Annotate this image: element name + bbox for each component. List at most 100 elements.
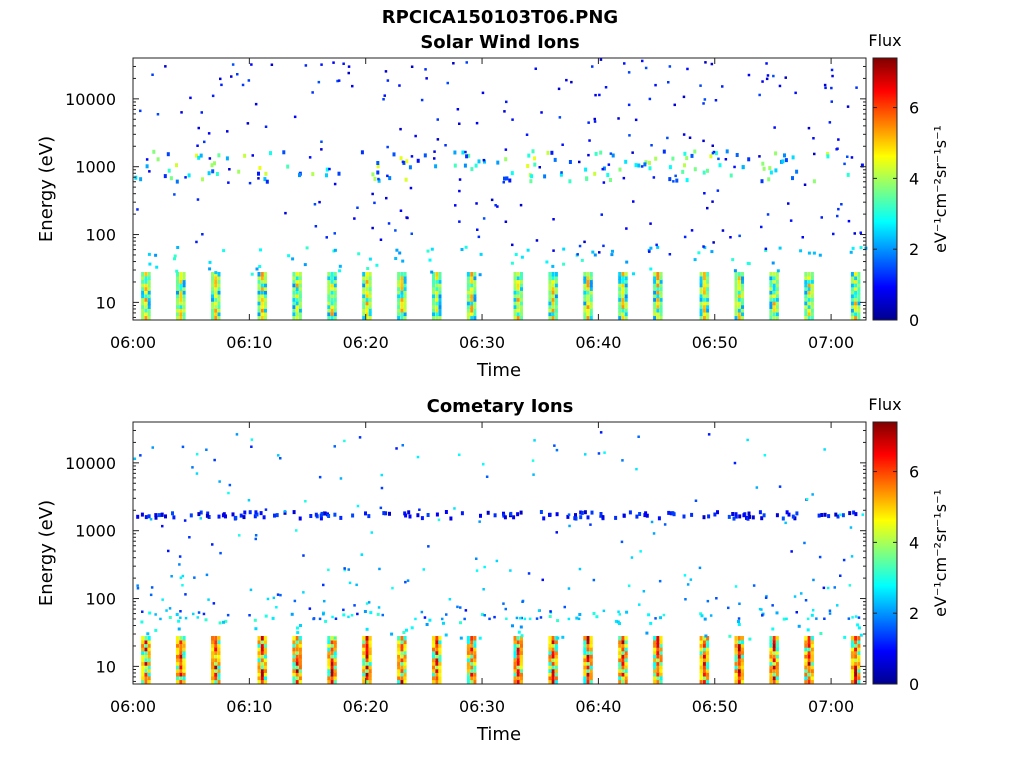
heatmap-cell bbox=[432, 286, 435, 291]
heatmap-cell bbox=[432, 272, 435, 277]
heatmap-cell bbox=[831, 74, 834, 78]
heatmap-cell bbox=[362, 661, 366, 666]
heatmap-cell bbox=[850, 675, 854, 681]
heatmap-cell bbox=[400, 639, 404, 645]
heatmap-cell bbox=[177, 619, 181, 623]
heatmap-cell bbox=[400, 286, 404, 291]
heatmap-cell bbox=[264, 643, 267, 648]
heatmap-cell bbox=[351, 84, 354, 88]
heatmap-cell bbox=[295, 282, 299, 288]
heatmap-cell bbox=[360, 553, 363, 556]
heatmap-cell bbox=[624, 272, 628, 277]
heatmap-cell bbox=[392, 152, 396, 157]
heatmap-cell bbox=[854, 297, 858, 302]
heatmap-cell bbox=[217, 679, 221, 684]
heatmap-cell bbox=[810, 286, 814, 291]
heatmap-cell bbox=[425, 77, 428, 80]
heatmap-cell bbox=[804, 672, 808, 677]
heatmap-cell bbox=[144, 636, 148, 641]
heatmap-cell bbox=[295, 300, 299, 306]
heatmap-cell bbox=[298, 286, 302, 291]
heatmap-cell bbox=[625, 260, 629, 264]
heatmap-cell bbox=[854, 300, 858, 306]
heatmap-cell bbox=[599, 431, 603, 434]
heatmap-cell bbox=[548, 297, 552, 302]
heatmap-cell bbox=[654, 617, 657, 620]
heatmap-cell bbox=[735, 153, 739, 157]
heatmap-cell bbox=[762, 513, 766, 518]
heatmap-cell bbox=[737, 279, 741, 284]
heatmap-cell bbox=[184, 176, 187, 179]
heatmap-cell bbox=[850, 156, 854, 159]
heatmap-cell bbox=[775, 290, 779, 295]
heatmap-cell bbox=[333, 654, 337, 659]
heatmap-cell bbox=[470, 661, 474, 666]
heatmap-cell bbox=[618, 293, 622, 299]
heatmap-cell bbox=[302, 554, 305, 557]
heatmap-cell bbox=[438, 661, 442, 666]
heatmap-cell bbox=[147, 668, 151, 673]
heatmap-cell bbox=[214, 297, 218, 302]
heatmap-cell bbox=[424, 68, 427, 71]
heatmap-cell bbox=[147, 308, 151, 313]
heatmap-cell bbox=[179, 272, 183, 277]
heatmap-cell bbox=[618, 297, 622, 302]
heatmap-cell bbox=[147, 311, 151, 317]
heatmap-cell bbox=[176, 246, 180, 249]
heatmap-cell bbox=[295, 661, 299, 666]
heatmap-cell bbox=[333, 315, 337, 320]
heatmap-cell bbox=[432, 672, 435, 677]
heatmap-cell bbox=[699, 84, 702, 87]
heatmap-cell bbox=[432, 304, 435, 309]
heatmap-cell bbox=[404, 177, 408, 182]
heatmap-cell bbox=[438, 654, 442, 659]
heatmap-cell bbox=[292, 672, 296, 677]
heatmap-cell bbox=[659, 668, 663, 673]
heatmap-cell bbox=[588, 139, 591, 142]
heatmap-cell bbox=[618, 646, 622, 652]
heatmap-cell bbox=[432, 679, 435, 684]
heatmap-cell bbox=[400, 315, 404, 320]
heatmap-cell bbox=[295, 308, 299, 313]
heatmap-cell bbox=[476, 228, 479, 231]
heatmap-cell bbox=[298, 282, 302, 288]
heatmap-cell bbox=[656, 639, 660, 645]
heatmap-cell bbox=[554, 646, 558, 652]
heatmap-cell bbox=[376, 161, 380, 165]
x-tick-label: 06:00 bbox=[110, 333, 156, 352]
heatmap-cell bbox=[807, 675, 811, 681]
heatmap-cell bbox=[737, 315, 741, 320]
heatmap-cell bbox=[466, 293, 470, 299]
heatmap-cell bbox=[846, 172, 850, 177]
heatmap-cell bbox=[257, 279, 261, 284]
heatmap-cell bbox=[737, 617, 741, 620]
heatmap-cell bbox=[145, 164, 149, 169]
heatmap-cell bbox=[368, 279, 372, 284]
heatmap-cell bbox=[769, 675, 773, 681]
heatmap-cell bbox=[408, 165, 412, 170]
heatmap-cell bbox=[854, 272, 858, 277]
heatmap-cell bbox=[178, 555, 182, 558]
heatmap-cell bbox=[254, 102, 258, 106]
heatmap-cell bbox=[255, 512, 259, 517]
heatmap-cell bbox=[435, 675, 439, 681]
heatmap-cell bbox=[656, 636, 660, 641]
heatmap-cell bbox=[621, 286, 625, 291]
heatmap-cell bbox=[144, 664, 148, 670]
heatmap-cell bbox=[690, 229, 694, 232]
heatmap-cell bbox=[327, 279, 331, 284]
heatmap-cell bbox=[260, 646, 264, 652]
heatmap-cell bbox=[580, 510, 584, 515]
heatmap-cell bbox=[368, 654, 372, 659]
heatmap-cell bbox=[460, 511, 464, 516]
heatmap-cell bbox=[643, 162, 647, 167]
heatmap-cell bbox=[600, 213, 603, 216]
heatmap-cell bbox=[519, 203, 523, 207]
heatmap-cell bbox=[791, 155, 795, 160]
x-tick-label: 06:40 bbox=[575, 333, 621, 352]
heatmap-cell bbox=[551, 636, 555, 641]
heatmap-cell bbox=[170, 575, 173, 578]
heatmap-cell bbox=[303, 263, 307, 267]
heatmap-cell bbox=[520, 272, 523, 277]
